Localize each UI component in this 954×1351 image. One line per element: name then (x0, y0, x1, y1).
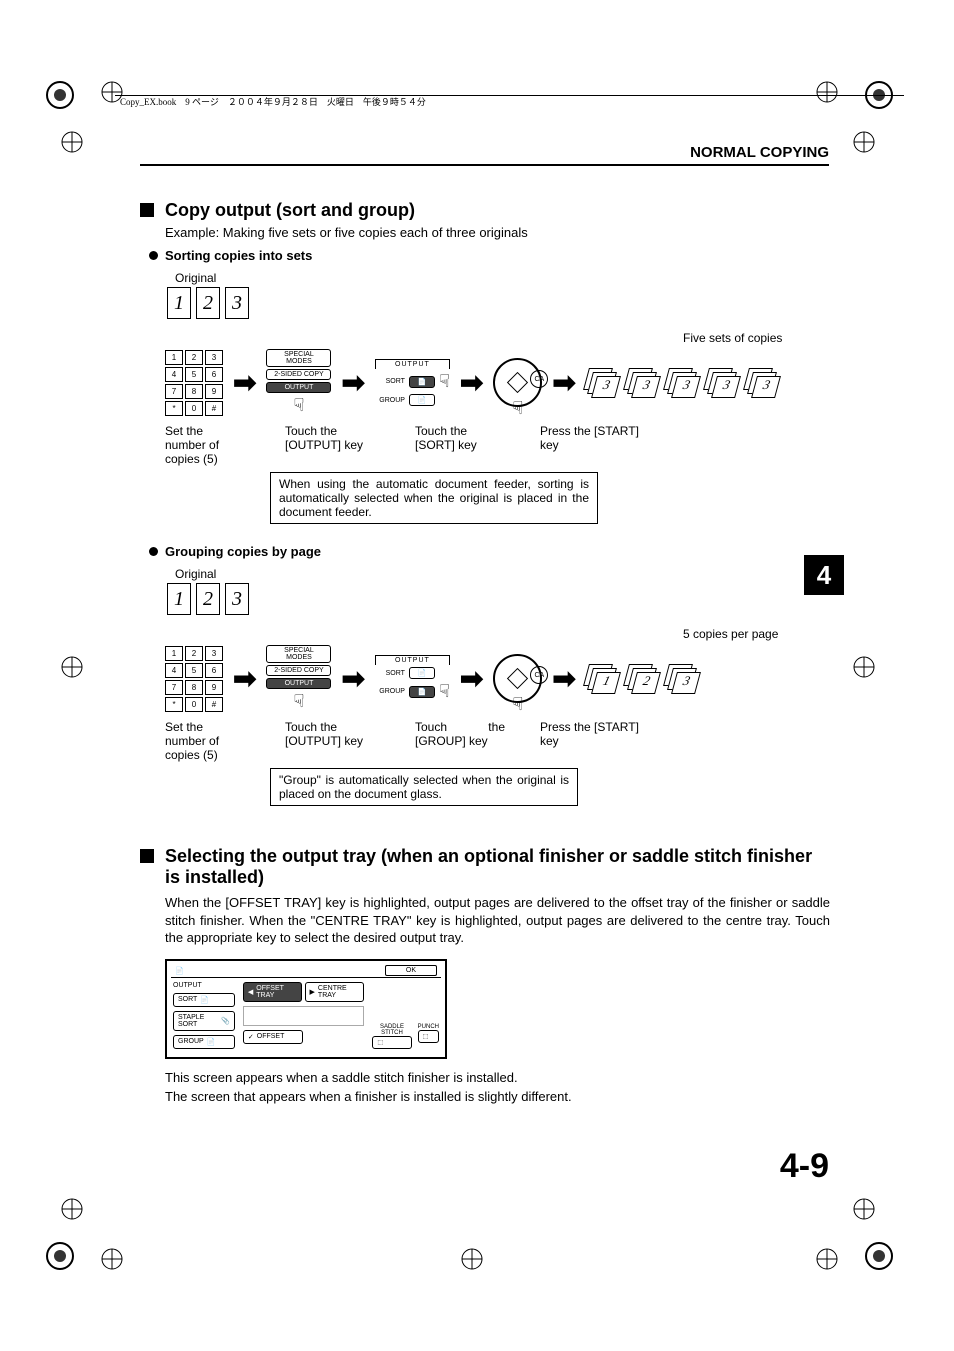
cap-group: Touch the [GROUP] key (415, 720, 505, 748)
page-number: 4-9 (780, 1147, 829, 1186)
original-label: Original (175, 271, 830, 285)
example-text: Example: Making five sets or five copies… (165, 225, 830, 240)
original-3: 3 (225, 287, 249, 319)
start-button-icon: CA ☟ (493, 358, 542, 407)
heading-output-tray: Selecting the output tray (when an optio… (165, 846, 830, 888)
output-panel-group: OUTPUT SORT📄 GROUP📄☟ (375, 655, 450, 702)
tray-paragraph: When the [OFFSET TRAY] key is highlighte… (165, 894, 830, 947)
cap-sort: Touch the [SORT] key (415, 424, 505, 452)
output-sets: 123 123 123 123 123 (586, 368, 786, 398)
cap-start: Press the [START] key (540, 424, 660, 452)
note-finisher: The screen that appears when a finisher … (165, 1088, 830, 1106)
bullet-grouping: Grouping copies by page (165, 544, 830, 559)
output-groups: 111 222 333 (586, 664, 786, 694)
original-2: 2 (196, 287, 220, 319)
bullet-sorting: Sorting copies into sets (165, 248, 830, 263)
note-saddle: This screen appears when a saddle stitch… (165, 1069, 830, 1087)
arrow-icon: ➡ (341, 366, 364, 399)
diagram-sort: Original 1 2 3 Five sets of copies 123 4… (165, 271, 830, 524)
arrow-icon: ➡ (552, 366, 575, 399)
cap-set: Set the number of copies (5) (165, 424, 235, 466)
cap-output: Touch the [OUTPUT] key (285, 424, 375, 452)
note-sort: When using the automatic document feeder… (270, 472, 598, 524)
original-label: Original (175, 567, 830, 581)
section-rule (140, 164, 829, 166)
start-button-icon: CA ☟ (493, 654, 542, 703)
arrow-icon: ➡ (233, 366, 256, 399)
keypad-icon: 123 456 789 *0# (165, 646, 223, 712)
arrow-icon: ➡ (460, 366, 483, 399)
note-group: "Group" is automatically selected when t… (270, 768, 578, 806)
menu-output: SPECIAL MODES 2-SIDED COPY OUTPUT ☟ (266, 349, 331, 416)
output-panel-sort: OUTPUT SORT📄☟ GROUP📄 (375, 359, 450, 406)
diagram-group: Original 1 2 3 5 copies per page 123 456… (165, 567, 830, 806)
heading-copy-output: Copy output (sort and group) (165, 200, 830, 221)
section-header: NORMAL COPYING (690, 144, 829, 161)
book-info: Copy_EX.book 9 ページ ２００４年９月２８日 火曜日 午後９時５４… (120, 95, 426, 108)
five-sets-label: Five sets of copies (683, 331, 782, 345)
hand-icon: ☟ (293, 395, 304, 416)
five-copies-label: 5 copies per page (683, 627, 778, 641)
keypad-icon: 123 456 789 *0# (165, 350, 223, 416)
lcd-screenshot: 📄 OK OUTPUT SORT📄 STAPLE SORT📎 GROUP📄 ◀O… (165, 959, 447, 1059)
original-1: 1 (167, 287, 191, 319)
